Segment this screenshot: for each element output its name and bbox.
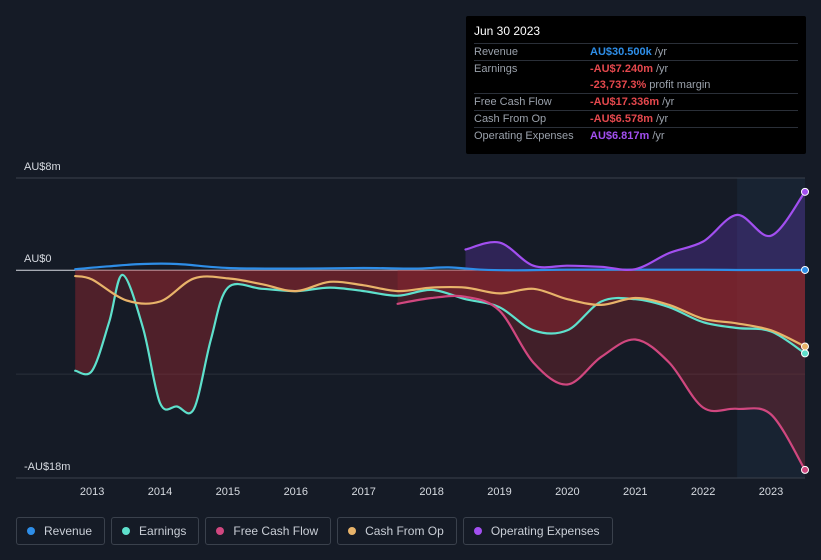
tooltip-label: Earnings xyxy=(474,63,518,75)
tooltip-label: Operating Expenses xyxy=(474,130,574,142)
legend: Revenue Earnings Free Cash Flow Cash Fro… xyxy=(16,517,613,545)
free-cash-flow-area xyxy=(397,270,805,470)
tooltip-row-margin: -23,737.3% profit margin xyxy=(474,77,798,93)
cash-from-op-dot-icon xyxy=(348,527,357,535)
x-tick-label-2016: 2016 xyxy=(284,486,308,498)
legend-label: Revenue xyxy=(44,524,93,538)
legend-label: Cash From Op xyxy=(365,524,444,538)
series-lines xyxy=(74,190,807,471)
legend-label: Operating Expenses xyxy=(490,524,600,538)
operating-expenses-line xyxy=(464,190,807,271)
tooltip-value: -AU$7.240m xyxy=(590,63,653,75)
tooltip-value: -23,737.3% xyxy=(590,79,647,91)
tooltip: Jun 30 2023 Revenue AU$30.500k /yr Earni… xyxy=(466,16,806,154)
legend-label: Earnings xyxy=(139,524,187,538)
revenue-line xyxy=(74,262,807,272)
y-axis-top-label: AU$8m xyxy=(24,161,61,173)
tooltip-value: AU$30.500k xyxy=(590,46,652,58)
tooltip-label: Free Cash Flow xyxy=(474,96,552,108)
earnings-dot-icon xyxy=(122,527,131,535)
series-endpoints xyxy=(801,187,809,474)
legend-item-revenue[interactable]: Revenue xyxy=(16,517,106,545)
tooltip-unit: /yr xyxy=(655,63,669,75)
cash-from-op-line xyxy=(74,275,807,348)
x-tick-label-2022: 2022 xyxy=(691,486,715,498)
tooltip-row-operating-expenses: Operating Expenses AU$6.817m /yr xyxy=(474,127,798,144)
tooltip-label: Revenue xyxy=(474,46,519,58)
tooltip-unit: /yr xyxy=(652,130,665,142)
legend-item-free-cash-flow[interactable]: Free Cash Flow xyxy=(205,517,332,545)
tooltip-value: AU$6.817m xyxy=(590,130,650,142)
tooltip-unit: /yr xyxy=(654,46,668,58)
earnings-line xyxy=(74,273,807,415)
x-tick-label-2021: 2021 xyxy=(623,486,647,498)
tooltip-row-free-cash-flow: Free Cash Flow -AU$17.336m /yr xyxy=(474,93,798,110)
tooltip-label xyxy=(474,77,590,93)
tooltip-unit: /yr xyxy=(662,96,675,108)
tooltip-date: Jun 30 2023 xyxy=(474,24,541,38)
x-tick-label-2018: 2018 xyxy=(419,486,443,498)
x-tick-label-2020: 2020 xyxy=(555,486,579,498)
free-cash-flow-endpoint xyxy=(801,465,809,474)
y-axis-zero-label: AU$0 xyxy=(24,253,52,265)
cash-from-op-area xyxy=(75,270,805,347)
gridlines xyxy=(16,177,805,479)
x-axis-ticks: 2013 2014 2015 2016 2017 2018 2019 2020 2021 2022… xyxy=(80,486,783,498)
free-cash-flow-line xyxy=(396,294,807,471)
tooltip-value: -AU$6.578m xyxy=(590,113,653,125)
earnings-endpoint xyxy=(801,349,809,358)
earnings-area xyxy=(75,270,805,414)
x-tick-label-2014: 2014 xyxy=(148,486,172,498)
x-tick-label-2023: 2023 xyxy=(759,486,783,498)
x-tick-label-2019: 2019 xyxy=(487,486,511,498)
operating-expenses-dot-icon xyxy=(473,527,482,535)
legend-item-operating-expenses[interactable]: Operating Expenses xyxy=(462,517,613,545)
free-cash-flow-dot-icon xyxy=(216,527,225,535)
cash-from-op-endpoint xyxy=(801,342,809,351)
operating-expenses-endpoint xyxy=(801,187,809,196)
tooltip-unit: profit margin xyxy=(649,79,711,91)
x-tick-label-2017: 2017 xyxy=(351,486,375,498)
legend-label: Free Cash Flow xyxy=(233,524,319,538)
operating-expenses-area xyxy=(465,191,805,271)
x-tick-label-2015: 2015 xyxy=(216,486,240,498)
tooltip-row-earnings: Earnings -AU$7.240m /yr xyxy=(474,60,798,77)
revenue-endpoint xyxy=(801,265,809,274)
x-tick-label-2013: 2013 xyxy=(80,486,104,498)
tooltip-unit: /yr xyxy=(655,113,669,125)
y-axis-bottom-label: -AU$18m xyxy=(24,461,70,473)
tooltip-row-revenue: Revenue AU$30.500k /yr xyxy=(474,43,798,60)
tooltip-row-cash-from-op: Cash From Op -AU$6.578m /yr xyxy=(474,110,798,127)
legend-item-earnings[interactable]: Earnings xyxy=(111,517,200,545)
series-fills xyxy=(75,191,805,470)
legend-item-cash-from-op[interactable]: Cash From Op xyxy=(337,517,457,545)
revenue-dot-icon xyxy=(27,527,35,535)
tooltip-label: Cash From Op xyxy=(474,113,547,125)
tooltip-value: -AU$17.336m xyxy=(590,96,660,108)
